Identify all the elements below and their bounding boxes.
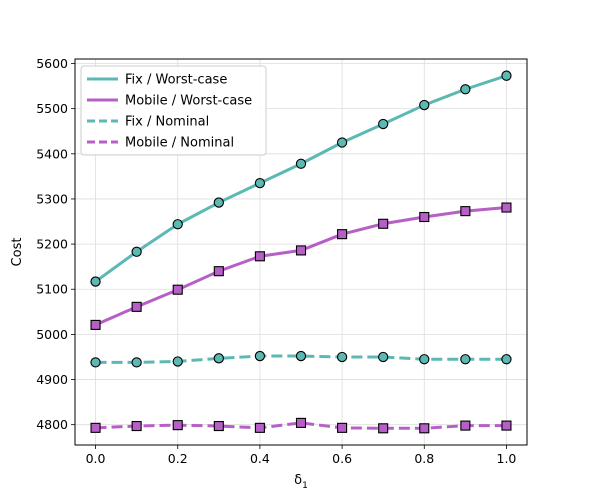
series-group xyxy=(90,70,512,434)
y-tick-label: 5100 xyxy=(36,282,68,297)
x-tick-label: 0.8 xyxy=(414,451,434,466)
series-3 xyxy=(90,417,512,434)
data-point xyxy=(90,319,101,330)
data-point xyxy=(295,417,307,428)
data-point xyxy=(419,423,430,434)
data-point xyxy=(131,246,142,257)
data-point xyxy=(460,354,471,365)
data-point xyxy=(213,266,224,277)
y-tick-label: 4900 xyxy=(36,372,68,387)
y-tick-label: 5200 xyxy=(36,237,68,252)
plot-area xyxy=(74,58,528,446)
data-point xyxy=(337,422,348,433)
y-tick-label: 5600 xyxy=(36,56,68,71)
data-point xyxy=(460,84,471,95)
x-tick-label: 0.0 xyxy=(86,451,106,466)
data-point xyxy=(254,251,265,262)
series-1 xyxy=(90,202,512,330)
data-point xyxy=(460,206,471,217)
data-point xyxy=(337,229,348,240)
series-line xyxy=(95,354,507,364)
y-tick-label: 5300 xyxy=(36,191,68,206)
data-point xyxy=(419,354,430,365)
data-point xyxy=(378,118,389,130)
data-point xyxy=(378,423,389,434)
data-point xyxy=(172,284,183,295)
data-point xyxy=(172,219,183,230)
data-point xyxy=(172,420,183,431)
legend-label: Mobile / Nominal xyxy=(125,136,234,151)
data-point xyxy=(419,99,430,111)
legend-box xyxy=(80,65,267,156)
data-point xyxy=(378,218,389,229)
series-line xyxy=(94,206,507,327)
data-point xyxy=(254,178,266,189)
data-point xyxy=(501,70,512,81)
data-point xyxy=(213,197,224,208)
series-2 xyxy=(90,350,512,368)
x-tick-label: 0.6 xyxy=(332,451,352,466)
data-point xyxy=(336,351,348,363)
data-point xyxy=(213,420,224,432)
x-axis-ticks: 0.0 0.2 0.4 0.6 0.8 1.0 xyxy=(86,445,517,466)
y-tick-label: 4800 xyxy=(36,417,68,432)
data-point xyxy=(295,245,307,256)
legend: Fix / Worst-case Mobile / Worst-case Fix /… xyxy=(80,65,267,156)
data-point xyxy=(213,353,224,364)
data-point xyxy=(131,420,142,432)
data-point xyxy=(131,301,142,312)
x-tick-label: 0.4 xyxy=(250,451,270,466)
y-tick-label: 5000 xyxy=(36,327,68,342)
legend-label: Mobile / Worst-case xyxy=(125,94,252,109)
data-point xyxy=(90,422,101,433)
x-tick-label: 1.0 xyxy=(497,451,517,466)
data-point xyxy=(501,420,512,431)
x-axis-label: δ1 xyxy=(294,473,308,491)
x-tick-label: 0.2 xyxy=(168,451,188,466)
data-point xyxy=(295,350,307,362)
data-point xyxy=(378,351,389,363)
data-point xyxy=(90,276,101,287)
data-point xyxy=(501,354,512,365)
data-point xyxy=(419,211,430,223)
legend-label: Fix / Nominal xyxy=(125,115,209,130)
data-point xyxy=(295,158,307,169)
series-0 xyxy=(90,70,512,287)
y-tick-label: 5400 xyxy=(36,146,68,161)
y-tick-label: 5500 xyxy=(36,101,68,116)
series-line xyxy=(95,421,507,430)
data-point xyxy=(254,350,266,362)
data-point xyxy=(254,422,265,433)
y-axis-ticks: 4800 4900 5000 5100 5200 5300 5400 5500 5600 xyxy=(36,56,75,432)
data-point xyxy=(501,202,512,213)
legend-label: Fix / Worst-case xyxy=(125,73,227,88)
data-point xyxy=(131,357,142,368)
data-point xyxy=(460,420,471,431)
data-point xyxy=(336,137,348,148)
y-axis-label: Cost xyxy=(10,238,25,267)
data-point xyxy=(172,356,183,367)
data-point xyxy=(90,357,101,368)
